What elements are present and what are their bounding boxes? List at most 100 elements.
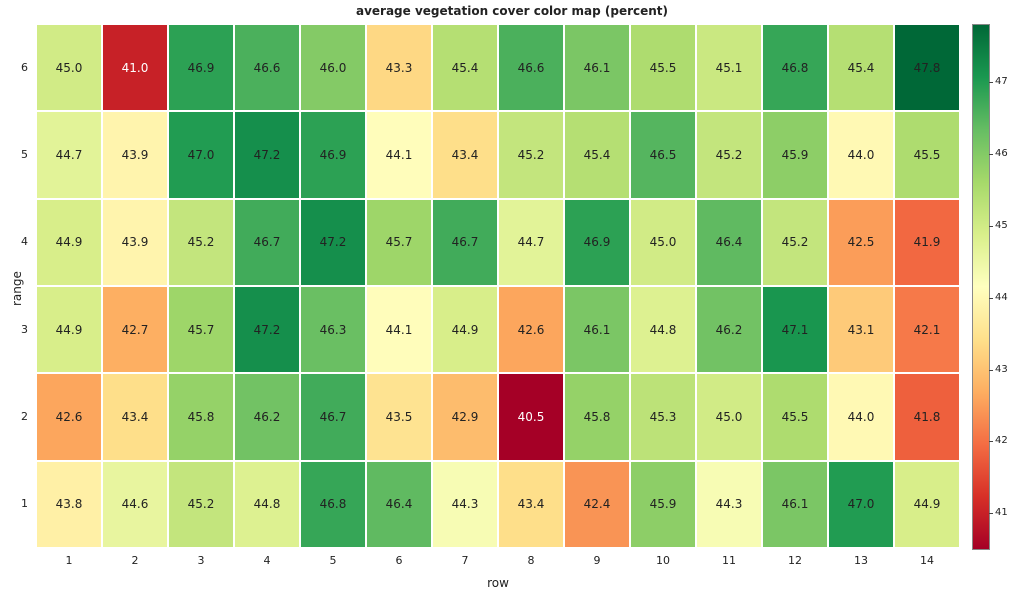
heatmap-cell: 45.2	[762, 199, 828, 286]
heatmap-cell: 44.1	[366, 286, 432, 373]
x-tick: 14	[894, 554, 960, 567]
heatmap-cell: 46.9	[564, 199, 630, 286]
y-tick: 5	[0, 148, 28, 161]
heatmap-cell: 44.8	[234, 461, 300, 548]
chart-title: average vegetation cover color map (perc…	[0, 4, 1024, 18]
heatmap-cell: 46.6	[498, 24, 564, 111]
heatmap-cell: 45.9	[762, 111, 828, 198]
heatmap-cell: 44.3	[432, 461, 498, 548]
y-axis-label: range	[10, 271, 24, 306]
heatmap-cell: 44.9	[432, 286, 498, 373]
heatmap-cell: 44.6	[102, 461, 168, 548]
y-tick: 1	[0, 497, 28, 510]
heatmap-cell: 45.4	[564, 111, 630, 198]
x-tick: 2	[102, 554, 168, 567]
x-tick: 1	[36, 554, 102, 567]
x-axis-label: row	[36, 576, 960, 590]
heatmap-cell: 47.2	[300, 199, 366, 286]
y-tick: 3	[0, 323, 28, 336]
heatmap-cell: 45.5	[630, 24, 696, 111]
heatmap-cell: 46.2	[696, 286, 762, 373]
heatmap-cell: 47.0	[828, 461, 894, 548]
heatmap-cell: 46.1	[762, 461, 828, 548]
heatmap-cell: 46.9	[300, 111, 366, 198]
heatmap-cell: 42.9	[432, 373, 498, 460]
heatmap-cell: 44.8	[630, 286, 696, 373]
heatmap-cell: 45.2	[696, 111, 762, 198]
colorbar-tick: 47	[989, 76, 1008, 87]
heatmap-cell: 47.1	[762, 286, 828, 373]
heatmap-cell: 44.3	[696, 461, 762, 548]
heatmap-cell: 44.7	[36, 111, 102, 198]
heatmap-chart: average vegetation cover color map (perc…	[0, 0, 1024, 596]
heatmap-cell: 47.8	[894, 24, 960, 111]
plot-area: 45.041.046.946.646.043.345.446.646.145.5…	[36, 24, 960, 548]
colorbar-gradient	[973, 25, 989, 549]
heatmap-cell: 47.2	[234, 111, 300, 198]
heatmap-cell: 45.8	[168, 373, 234, 460]
heatmap-cell: 45.0	[630, 199, 696, 286]
heatmap-cell: 43.4	[498, 461, 564, 548]
heatmap-cell: 46.7	[432, 199, 498, 286]
colorbar: 41424344454647	[972, 24, 990, 550]
heatmap-cell: 45.7	[168, 286, 234, 373]
x-tick: 4	[234, 554, 300, 567]
heatmap-cell: 45.3	[630, 373, 696, 460]
heatmap-cell: 45.0	[696, 373, 762, 460]
colorbar-tick: 41	[989, 507, 1008, 518]
heatmap-cell: 41.8	[894, 373, 960, 460]
heatmap-cell: 46.5	[630, 111, 696, 198]
colorbar-tick: 46	[989, 148, 1008, 159]
heatmap-cell: 46.3	[300, 286, 366, 373]
colorbar-tick: 43	[989, 364, 1008, 375]
heatmap-cell: 46.9	[168, 24, 234, 111]
heatmap-cell: 44.0	[828, 111, 894, 198]
heatmap-cell: 43.4	[102, 373, 168, 460]
x-tick: 7	[432, 554, 498, 567]
heatmap-cell: 45.4	[432, 24, 498, 111]
heatmap-cell: 43.8	[36, 461, 102, 548]
heatmap-cell: 42.5	[828, 199, 894, 286]
heatmap-cell: 45.4	[828, 24, 894, 111]
x-tick: 12	[762, 554, 828, 567]
heatmap-cell: 43.1	[828, 286, 894, 373]
heatmap-cell: 41.9	[894, 199, 960, 286]
heatmap-cell: 44.7	[498, 199, 564, 286]
heatmap-cell: 46.4	[696, 199, 762, 286]
heatmap-cell: 45.0	[36, 24, 102, 111]
y-tick: 4	[0, 235, 28, 248]
heatmap-cell: 43.9	[102, 199, 168, 286]
heatmap-cell: 47.0	[168, 111, 234, 198]
heatmap-cell: 45.2	[498, 111, 564, 198]
heatmap-cell: 42.6	[36, 373, 102, 460]
x-tick: 5	[300, 554, 366, 567]
heatmap-cell: 45.2	[168, 461, 234, 548]
heatmap-cell: 46.7	[234, 199, 300, 286]
heatmap-cell: 45.9	[630, 461, 696, 548]
x-tick: 6	[366, 554, 432, 567]
heatmap-cell: 47.2	[234, 286, 300, 373]
heatmap-cell: 46.1	[564, 24, 630, 111]
heatmap-cell: 46.4	[366, 461, 432, 548]
heatmap-cell: 40.5	[498, 373, 564, 460]
heatmap-cell: 44.9	[894, 461, 960, 548]
x-tick: 8	[498, 554, 564, 567]
heatmap-cell: 44.1	[366, 111, 432, 198]
x-tick: 11	[696, 554, 762, 567]
colorbar-tick: 44	[989, 292, 1008, 303]
heatmap-cell: 42.4	[564, 461, 630, 548]
x-tick: 9	[564, 554, 630, 567]
heatmap-cell: 43.9	[102, 111, 168, 198]
heatmap-cell: 43.3	[366, 24, 432, 111]
heatmap-cell: 46.7	[300, 373, 366, 460]
heatmap-cell: 46.6	[234, 24, 300, 111]
heatmap-cell: 45.8	[564, 373, 630, 460]
heatmap-cell: 43.4	[432, 111, 498, 198]
heatmap-grid: 45.041.046.946.646.043.345.446.646.145.5…	[36, 24, 960, 548]
heatmap-cell: 42.1	[894, 286, 960, 373]
heatmap-cell: 44.9	[36, 199, 102, 286]
x-tick: 3	[168, 554, 234, 567]
heatmap-cell: 46.0	[300, 24, 366, 111]
heatmap-cell: 42.7	[102, 286, 168, 373]
x-tick: 10	[630, 554, 696, 567]
